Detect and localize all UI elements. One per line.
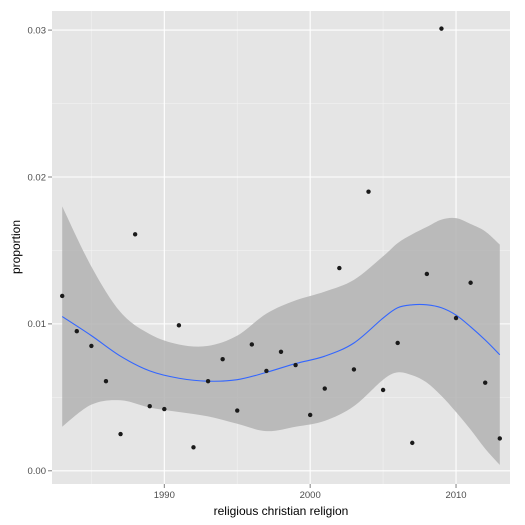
smooth-line — [61, 303, 501, 382]
x-tick-label: 2010 — [445, 490, 466, 501]
data-point — [249, 342, 255, 347]
y-axis-title: proportion — [9, 220, 23, 274]
y-tick-label: 0.02 — [28, 172, 47, 183]
y-tick-label: 0.03 — [28, 25, 47, 36]
data-point — [264, 368, 269, 374]
x-tick-label: 1990 — [154, 490, 175, 501]
data-point — [118, 431, 123, 437]
data-point — [235, 408, 240, 413]
data-point — [337, 265, 342, 271]
data-point — [132, 232, 138, 237]
data-point — [60, 293, 65, 299]
data-point — [410, 440, 415, 446]
data-point — [439, 26, 444, 31]
data-point — [147, 403, 152, 409]
data-point — [205, 378, 211, 384]
y-axis: 0.00 0.01 0.02 0.03 — [28, 25, 52, 477]
data-point — [395, 340, 400, 346]
data-point — [453, 315, 459, 321]
data-point — [176, 323, 182, 328]
data-point — [220, 356, 225, 362]
data-point — [191, 445, 196, 450]
y-tick-label: 0.01 — [28, 319, 47, 330]
y-tick-label: 0.00 — [28, 466, 47, 477]
data-point — [162, 406, 167, 412]
x-tick-label: 2000 — [300, 490, 321, 501]
data-point — [497, 436, 502, 441]
data-point — [74, 329, 79, 334]
data-point — [424, 271, 430, 277]
data-point — [293, 362, 298, 368]
x-axis-title: religious christian religion — [214, 504, 349, 518]
confidence-band — [62, 206, 500, 465]
data-point — [366, 189, 371, 194]
data-point — [483, 380, 488, 385]
data-point — [89, 343, 94, 349]
data-point — [380, 387, 386, 393]
data-point — [468, 280, 473, 285]
data-point — [307, 412, 313, 418]
data-point — [278, 349, 284, 354]
x-axis: 1990 2000 2010 — [154, 484, 467, 501]
data-point — [103, 378, 109, 384]
data-point — [322, 386, 327, 391]
data-points — [60, 26, 502, 450]
data-point — [351, 367, 357, 372]
